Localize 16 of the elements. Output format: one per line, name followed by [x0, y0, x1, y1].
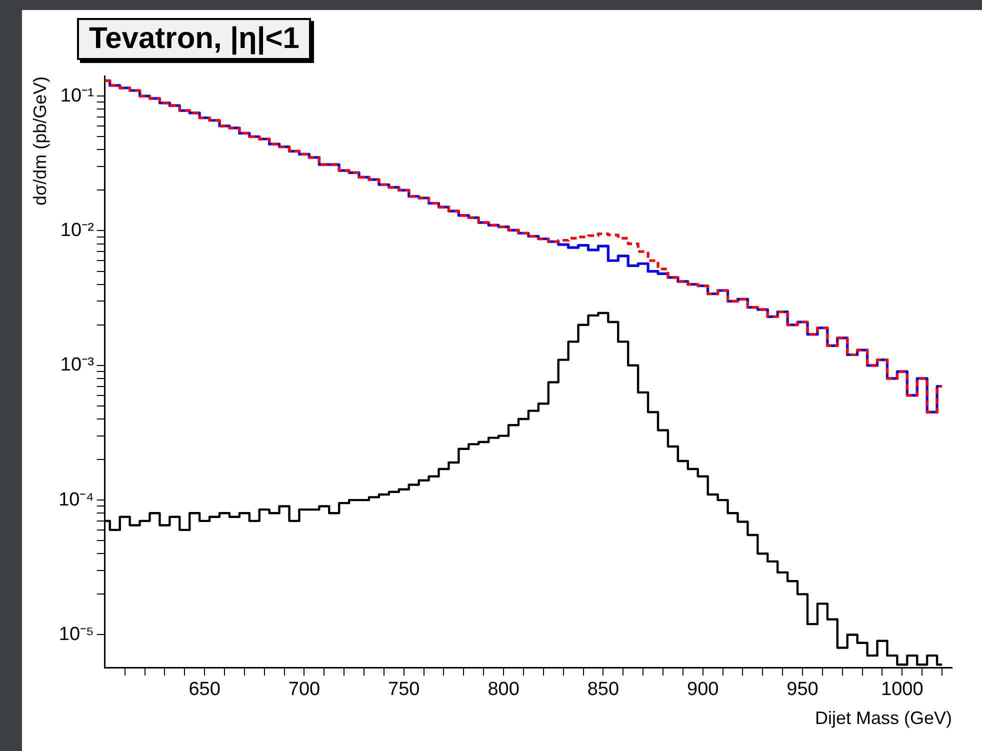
x-tick-label: 950 — [786, 679, 818, 700]
y-tick-label: 10⁻¹ — [60, 85, 94, 106]
x-tick-label: 650 — [188, 679, 220, 700]
chart-title: Tevatron, |η|<1 — [77, 18, 312, 60]
x-tick-label: 900 — [687, 679, 719, 700]
y-tick-label: 10⁻² — [60, 220, 94, 241]
x-tick-label: 750 — [388, 679, 420, 700]
x-axis-title: Dijet Mass (GeV) — [814, 708, 952, 728]
y-tick-label: 10⁻⁴ — [58, 489, 94, 510]
y-axis-title: dσ/dm (pb/GeV) — [30, 76, 50, 206]
y-tick-label: 10⁻⁵ — [58, 624, 94, 645]
y-tick-label: 10⁻³ — [60, 354, 94, 376]
x-tick-label: 1000 — [881, 679, 924, 700]
x-tick-label: 700 — [288, 679, 320, 700]
x-tick-label: 850 — [587, 679, 620, 700]
x-tick-label: 800 — [488, 679, 520, 700]
